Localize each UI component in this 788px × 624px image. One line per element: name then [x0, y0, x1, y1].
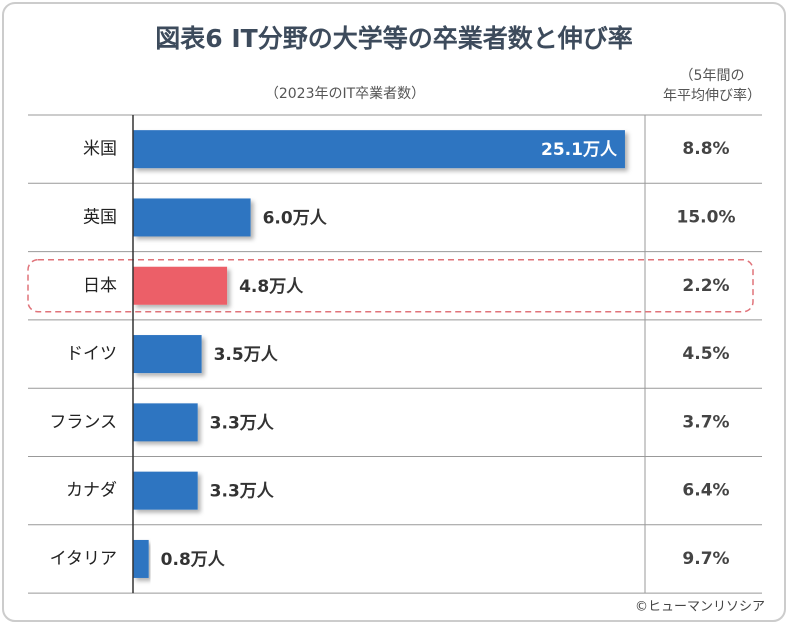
value-label: 0.8万人 [161, 550, 226, 570]
rate-label: 9.7% [682, 549, 729, 569]
category-label: ドイツ [66, 344, 117, 364]
category-label: 米国 [83, 139, 117, 159]
value-label: 3.3万人 [210, 413, 275, 433]
rate-label: 15.0% [677, 207, 736, 227]
rate-label: 6.4% [682, 481, 729, 501]
rate-label: 3.7% [682, 412, 729, 432]
bar [133, 471, 198, 510]
value-label: 6.0万人 [263, 208, 328, 228]
rate-header: 年平均伸び率） [663, 87, 761, 104]
value-label: 4.8万人 [239, 277, 304, 297]
category-label: 日本 [83, 276, 117, 296]
highlight-box [27, 259, 754, 313]
credit: ©ヒューマンリソシア [635, 600, 765, 615]
value-label: 25.1万人 [541, 140, 618, 160]
category-label: イタリア [50, 549, 117, 569]
rate-label: 2.2% [682, 276, 729, 296]
category-label: カナダ [66, 481, 117, 501]
category-label: フランス [49, 412, 117, 432]
rate-label: 8.8% [682, 139, 729, 159]
value-label: 3.5万人 [214, 345, 279, 365]
bar [133, 130, 625, 169]
chart-title: 図表6 IT分野の大学等の卒業者数と伸び率 [155, 24, 632, 53]
bar [133, 198, 251, 237]
bar [133, 266, 228, 305]
bar [133, 539, 149, 578]
bar [133, 403, 198, 442]
subtitle: （2023年のIT卒業者数） [265, 86, 425, 102]
rate-header: （5年間の [680, 68, 745, 84]
bar [133, 335, 202, 374]
value-label: 3.3万人 [210, 482, 275, 502]
category-label: 英国 [83, 207, 117, 227]
rate-label: 4.5% [682, 344, 729, 364]
